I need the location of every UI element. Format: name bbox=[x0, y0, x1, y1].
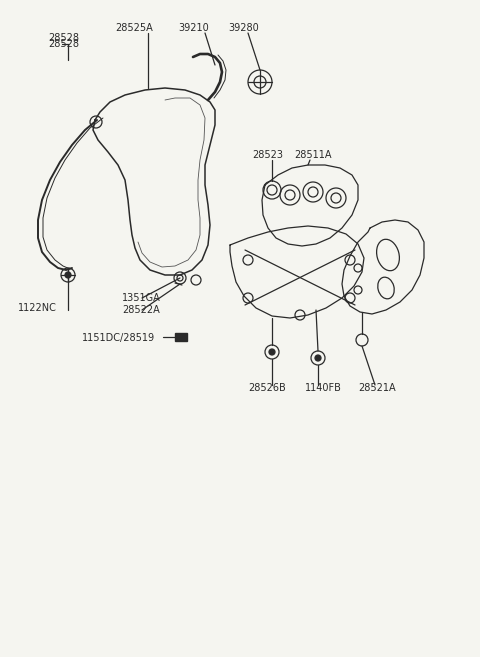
Text: 39280: 39280 bbox=[228, 23, 259, 33]
Text: 1151DC/28519: 1151DC/28519 bbox=[82, 333, 155, 343]
Text: 1122NC: 1122NC bbox=[18, 303, 57, 313]
Text: 39210: 39210 bbox=[178, 23, 209, 33]
Text: 28528: 28528 bbox=[48, 33, 79, 43]
Text: 28521A: 28521A bbox=[358, 383, 396, 393]
Text: 28523: 28523 bbox=[252, 150, 283, 160]
Text: 28522A: 28522A bbox=[122, 305, 160, 315]
Text: 28526B: 28526B bbox=[248, 383, 286, 393]
Circle shape bbox=[269, 349, 275, 355]
Text: 28511A: 28511A bbox=[294, 150, 332, 160]
Text: 1140FB: 1140FB bbox=[305, 383, 342, 393]
Circle shape bbox=[65, 272, 71, 278]
Text: 1351GA: 1351GA bbox=[122, 293, 161, 303]
Circle shape bbox=[315, 355, 321, 361]
Bar bbox=[175, 333, 187, 341]
Text: 28528: 28528 bbox=[48, 39, 79, 49]
Text: 28525A: 28525A bbox=[115, 23, 153, 33]
